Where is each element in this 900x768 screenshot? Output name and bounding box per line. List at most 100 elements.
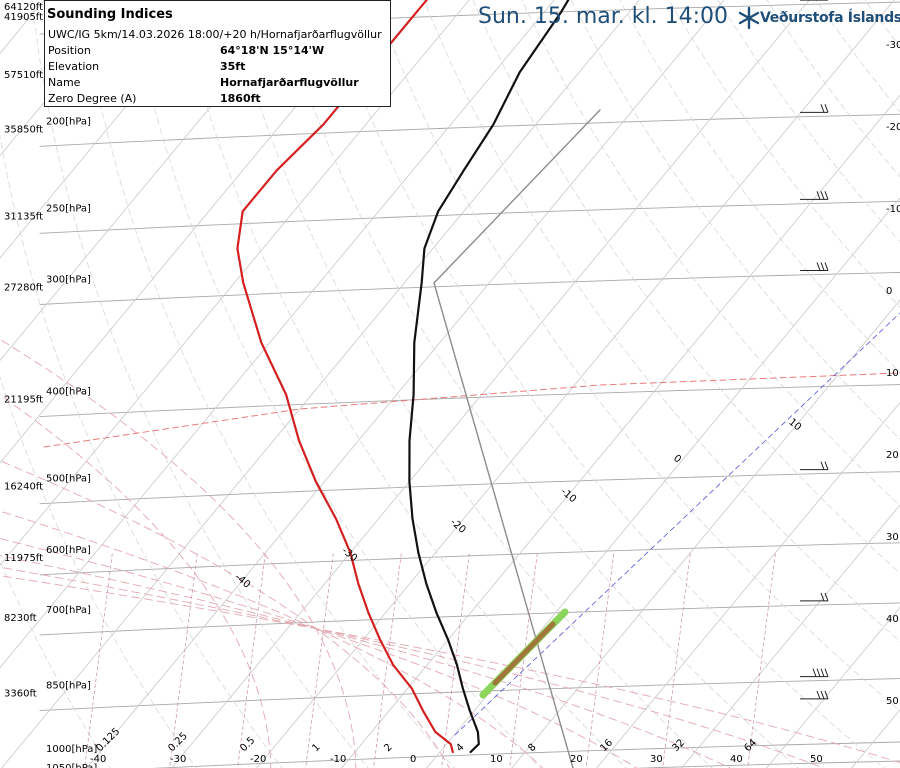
bottom-temp-label: 40 xyxy=(730,754,743,765)
isotherm-line xyxy=(341,94,900,768)
pressure-label: 500[hPa] xyxy=(46,474,91,485)
zero-degree-value: 1860ft xyxy=(220,92,261,105)
wind-barb xyxy=(800,668,829,678)
wind-barb xyxy=(800,104,829,113)
bottom-temp-label: 20 xyxy=(570,754,583,765)
mixing-ratio-line xyxy=(585,552,615,768)
model-run-row: UWC/IG 5km/14.03.2026 18:00/+20 h/Hornaf… xyxy=(48,28,382,41)
height-label: 64120ft xyxy=(4,2,43,13)
dry-adiabat-line xyxy=(668,0,900,308)
pressure-label: 600[hPa] xyxy=(46,545,91,556)
name-row: Name Hornafjarðarflugvöllur xyxy=(48,76,359,90)
surface-parcel-adiabat xyxy=(433,109,601,768)
wind-barb-flag xyxy=(820,262,825,271)
mixing-ratio-label: 0.125 xyxy=(94,726,122,754)
wind-barbs xyxy=(800,0,829,700)
dry-adiabat-line xyxy=(374,0,900,712)
parcel-path xyxy=(479,608,569,699)
mixing-ratio-line xyxy=(237,552,266,768)
wind-barb-flag xyxy=(824,104,829,113)
mixing-ratio-line xyxy=(373,552,402,768)
isotherm-label: 0 xyxy=(671,453,683,466)
isotherm-label: -20 xyxy=(448,517,468,536)
dry-adiabat-line xyxy=(619,0,900,374)
bottom-temp-label: 0 xyxy=(410,754,416,765)
reference-lines xyxy=(43,109,900,768)
isobar-400 xyxy=(39,384,900,418)
isotherm-label: 10 xyxy=(786,417,803,434)
wind-barb-flag xyxy=(824,262,829,271)
isotherm-label: -10 xyxy=(559,486,579,505)
dry-adiabat-line xyxy=(227,0,713,768)
bottom-temp-label: 50 xyxy=(810,754,823,765)
moist-adiabat-lines xyxy=(0,338,900,768)
dry-adiabat-line xyxy=(80,0,455,768)
isotherm-line xyxy=(681,504,900,768)
moist-adiabat-line xyxy=(0,575,900,764)
pressure-label: 1000[hPa] xyxy=(46,744,97,755)
wind-barb-flag xyxy=(812,668,817,677)
moist-adiabat-line xyxy=(0,538,638,768)
height-label: 31135ft xyxy=(4,211,43,222)
mixing-ratio-label: 4 xyxy=(454,742,466,754)
wind-barb-flag xyxy=(820,191,825,200)
isotherm-line xyxy=(511,299,900,768)
wind-barb-flag xyxy=(820,104,825,113)
mixing-ratio-label: 2 xyxy=(382,742,394,754)
elevation-value: 35ft xyxy=(220,60,246,73)
right-axis-label: 30 xyxy=(886,532,899,543)
brand-name: Veðurstofa Íslands xyxy=(760,10,900,26)
moist-adiabat-line xyxy=(0,510,544,768)
isotherm-line xyxy=(86,0,725,768)
pressure-label: 850[hPa] xyxy=(46,681,91,692)
isotherm-line xyxy=(0,0,385,464)
wind-barb xyxy=(800,191,829,200)
isotherm-line xyxy=(256,0,895,768)
dry-adiabat-line xyxy=(570,0,900,440)
mixing-ratio-line xyxy=(305,552,334,768)
mixing-ratio-line xyxy=(747,552,776,768)
elevation-row: Elevation 35ft xyxy=(48,60,245,74)
wind-barb xyxy=(800,461,829,471)
right-axis-label: 0 xyxy=(886,286,892,297)
height-label: 16240ft xyxy=(4,482,43,493)
height-label: 8230ft xyxy=(4,613,37,624)
isobar-250 xyxy=(39,200,900,234)
isotherm-line xyxy=(0,0,130,157)
isotherm-label: -30 xyxy=(340,545,360,564)
dry-adiabat-line xyxy=(325,0,885,768)
wind-barb-flag xyxy=(820,592,825,602)
isobar-600 xyxy=(39,542,900,576)
pressure-label: 400[hPa] xyxy=(46,387,91,398)
dry-adiabat-line xyxy=(0,376,197,768)
pressure-label: 1050[hPa] xyxy=(46,763,97,768)
zero-degree-label: Zero Degree (A) xyxy=(48,92,137,105)
wind-barb xyxy=(800,262,829,271)
dry-adiabat-line xyxy=(472,0,900,574)
moist-adiabat-line xyxy=(0,394,272,768)
right-axis-label: 20 xyxy=(886,450,899,461)
wind-barb xyxy=(800,690,829,700)
wind-barb-flag xyxy=(816,262,821,271)
right-axis-label: 50 xyxy=(886,696,899,707)
brand-logo: Veðurstofa Íslands xyxy=(738,6,900,32)
freezing-level-line xyxy=(43,372,900,448)
isotherm-line xyxy=(0,0,300,362)
bottom-temp-label: 10 xyxy=(490,754,503,765)
height-label: 35850ft xyxy=(4,124,43,135)
temperature-line xyxy=(408,0,570,754)
height-label: 11975ft xyxy=(4,553,43,564)
right-axis-label: -10 xyxy=(886,204,900,215)
isotherm-line xyxy=(426,197,900,768)
pressure-label: 250[hPa] xyxy=(46,203,91,214)
sounding-indices-panel: Sounding Indices UWC/IG 5km/14.03.2026 1… xyxy=(44,0,391,107)
dewpoint-line xyxy=(236,0,454,754)
isotherm-label: -40 xyxy=(233,572,253,591)
mixing-ratio-line xyxy=(662,552,691,768)
dry-adiabat-line xyxy=(31,0,369,768)
wind-barb-flag xyxy=(816,668,821,677)
dry-adiabat-line xyxy=(521,0,900,507)
